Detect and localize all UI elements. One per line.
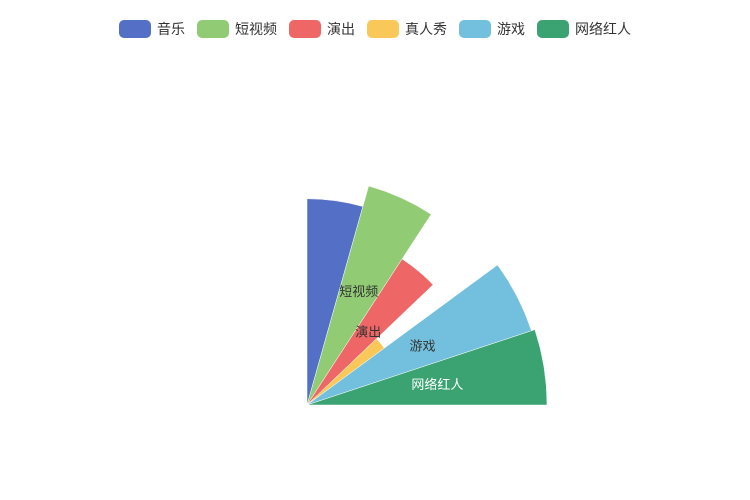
legend-swatch — [197, 20, 229, 38]
legend-swatch — [119, 20, 151, 38]
legend-label: 网络红人 — [575, 22, 631, 38]
legend-label: 演出 — [327, 22, 355, 38]
slice-label: 短视频 — [339, 285, 378, 300]
legend-item[interactable]: 游戏 — [459, 20, 525, 38]
legend-item[interactable]: 真人秀 — [367, 20, 447, 38]
legend-swatch — [367, 20, 399, 38]
rose-slice[interactable] — [306, 258, 434, 406]
chart-legend: 音乐 短视频 演出 真人秀 游戏 网络红人 — [119, 20, 631, 38]
rose-slice[interactable] — [306, 185, 432, 406]
slice-label: 演出 — [355, 324, 381, 340]
legend-item[interactable]: 短视频 — [197, 20, 277, 38]
legend-label: 音乐 — [157, 21, 185, 38]
legend-item[interactable]: 网络红人 — [537, 20, 631, 38]
slice-label: 网络红人 — [411, 377, 463, 393]
legend-label: 游戏 — [497, 22, 525, 38]
legend-label: 短视频 — [235, 22, 277, 38]
legend-swatch — [459, 20, 491, 38]
slice-label: 游戏 — [410, 339, 436, 354]
legend-item[interactable]: 音乐 — [119, 20, 185, 38]
legend-swatch — [289, 20, 321, 38]
rose-slice[interactable] — [306, 329, 548, 406]
rose-slices — [306, 185, 548, 406]
legend-item[interactable]: 演出 — [289, 20, 355, 38]
legend-label: 真人秀 — [405, 22, 447, 38]
legend-swatch — [537, 20, 569, 38]
